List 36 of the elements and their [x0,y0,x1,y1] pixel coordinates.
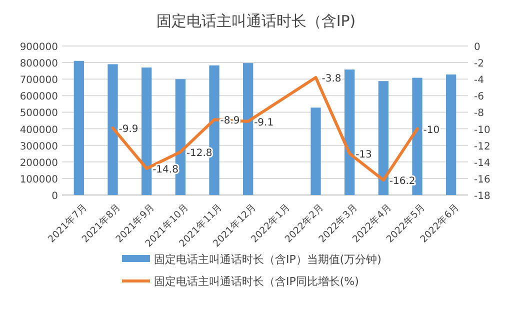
y-tick-label: 900000 [20,42,58,53]
data-label: -9.9 [118,124,138,135]
bar [243,63,254,195]
chart-title: 固定电话主叫通话时长（含IP) [156,12,356,30]
bar [378,81,388,195]
y2-tick-label: -6 [474,92,484,103]
y-tick-label: 300000 [20,141,58,152]
bar [310,108,321,195]
bar [108,64,118,195]
y-tick-label: 700000 [20,75,58,86]
y2-tick-label: 0 [474,42,480,53]
y-tick-label: 600000 [20,92,58,103]
data-label: -10 [423,124,440,136]
bar [142,68,152,195]
y-tick-label: 400000 [20,124,58,136]
y-tick-label: 100000 [20,174,58,186]
data-label: -3.8 [322,73,342,84]
data-label: -9.1 [254,117,274,128]
y2-tick-label: -12 [474,141,490,152]
y2-tick-label: -18 [474,191,490,202]
legend-label: 固定电话主叫通话时长（含IP同比增长(%) [154,275,359,288]
y-tick-label: 200000 [20,158,58,169]
data-label: -13 [356,150,372,161]
y2-tick-label: -14 [474,158,490,169]
bar [74,60,84,195]
y-tick-label: 800000 [20,58,58,70]
y-tick-label: 0 [52,191,58,202]
y-tick-label: 500000 [20,108,58,120]
y2-tick-label: -8 [474,108,484,120]
y2-tick-label: -16 [474,174,490,186]
bar [344,70,355,195]
y2-tick-label: -2 [474,58,484,70]
legend-label: 固定电话主叫通话时长（含IP）当期值(万分钟) [154,253,382,266]
y2-tick-label: -10 [474,124,490,136]
y2-tick-label: -4 [474,75,484,86]
bar [446,74,456,195]
